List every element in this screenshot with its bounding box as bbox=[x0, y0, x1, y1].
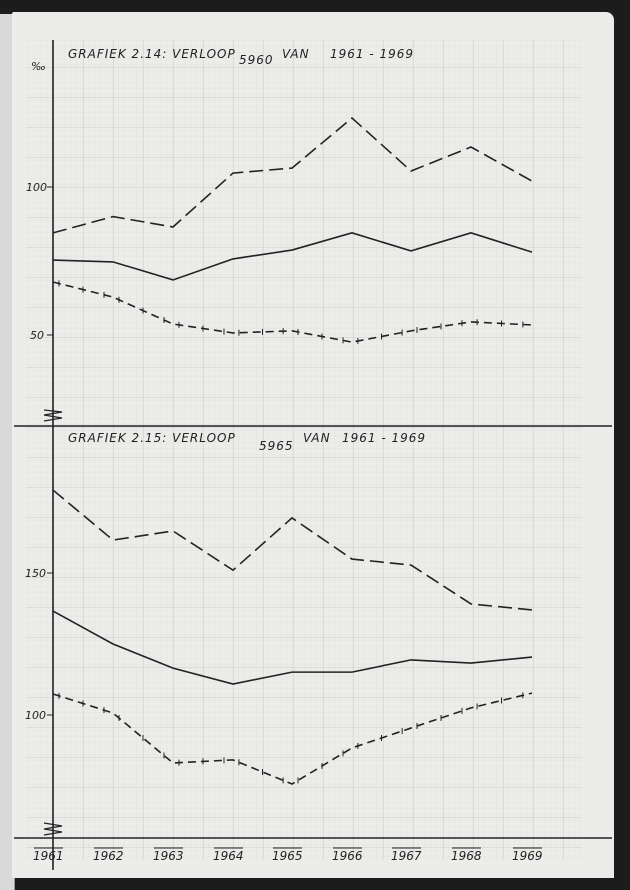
chart2-series-solid bbox=[52, 610, 533, 685]
series-layer bbox=[52, 116, 533, 785]
chart1-title: GRAFIEK 2.14: VERLOOP 5960 VAN 1961 - 19… bbox=[68, 47, 414, 67]
year-label-1966: 1966 bbox=[332, 849, 363, 863]
chart1-title-sub: 5960 bbox=[239, 53, 274, 67]
chart2-series-dashed-crossed bbox=[52, 692, 533, 785]
year-label-1967: 1967 bbox=[391, 849, 422, 863]
year-label-1963: 1963 bbox=[153, 849, 184, 863]
chart1-title-range: 1961 - 1969 bbox=[330, 47, 414, 61]
chart2-title-sub: 5965 bbox=[259, 439, 294, 453]
axis-break-icon bbox=[43, 409, 63, 422]
chart1-tick-100: 100 bbox=[26, 181, 47, 194]
chart1-series-solid bbox=[52, 232, 533, 281]
grid-area bbox=[26, 40, 582, 860]
year-label-1968: 1968 bbox=[451, 849, 482, 863]
chart2-title-prefix: GRAFIEK 2.15: VERLOOP bbox=[68, 431, 236, 445]
year-label-1961: 1961 bbox=[33, 849, 64, 863]
chart2-tick-100: 100 bbox=[25, 709, 46, 722]
chart2-tick-150: 150 bbox=[25, 567, 46, 580]
chart1-title-prefix: GRAFIEK 2.14: VERLOOP bbox=[68, 47, 236, 61]
chart1-title-van: VAN bbox=[282, 47, 310, 61]
chart2-title-van: VAN bbox=[303, 431, 331, 445]
chart1-unit-label: ‰ bbox=[31, 60, 46, 73]
chart2-title-range: 1961 - 1969 bbox=[342, 431, 426, 445]
chart2-title: GRAFIEK 2.15: VERLOOP 5965 VAN 1961 - 19… bbox=[68, 431, 426, 453]
chart1-series-dashed-crossed bbox=[52, 281, 533, 343]
year-label-1964: 1964 bbox=[213, 849, 244, 863]
chart1-tick-50: 50 bbox=[30, 329, 44, 342]
year-label-1962: 1962 bbox=[93, 849, 124, 863]
chart1-series-long-dashed bbox=[52, 116, 533, 234]
x-axis-year-labels: 1961 1962 1963 1964 1965 1966 1967 1968 1969 bbox=[33, 847, 543, 863]
year-label-1969: 1969 bbox=[512, 849, 543, 863]
chart2-series-long-dashed bbox=[52, 489, 533, 611]
year-label-1965: 1965 bbox=[272, 849, 303, 863]
axis-break-icon bbox=[43, 822, 63, 836]
